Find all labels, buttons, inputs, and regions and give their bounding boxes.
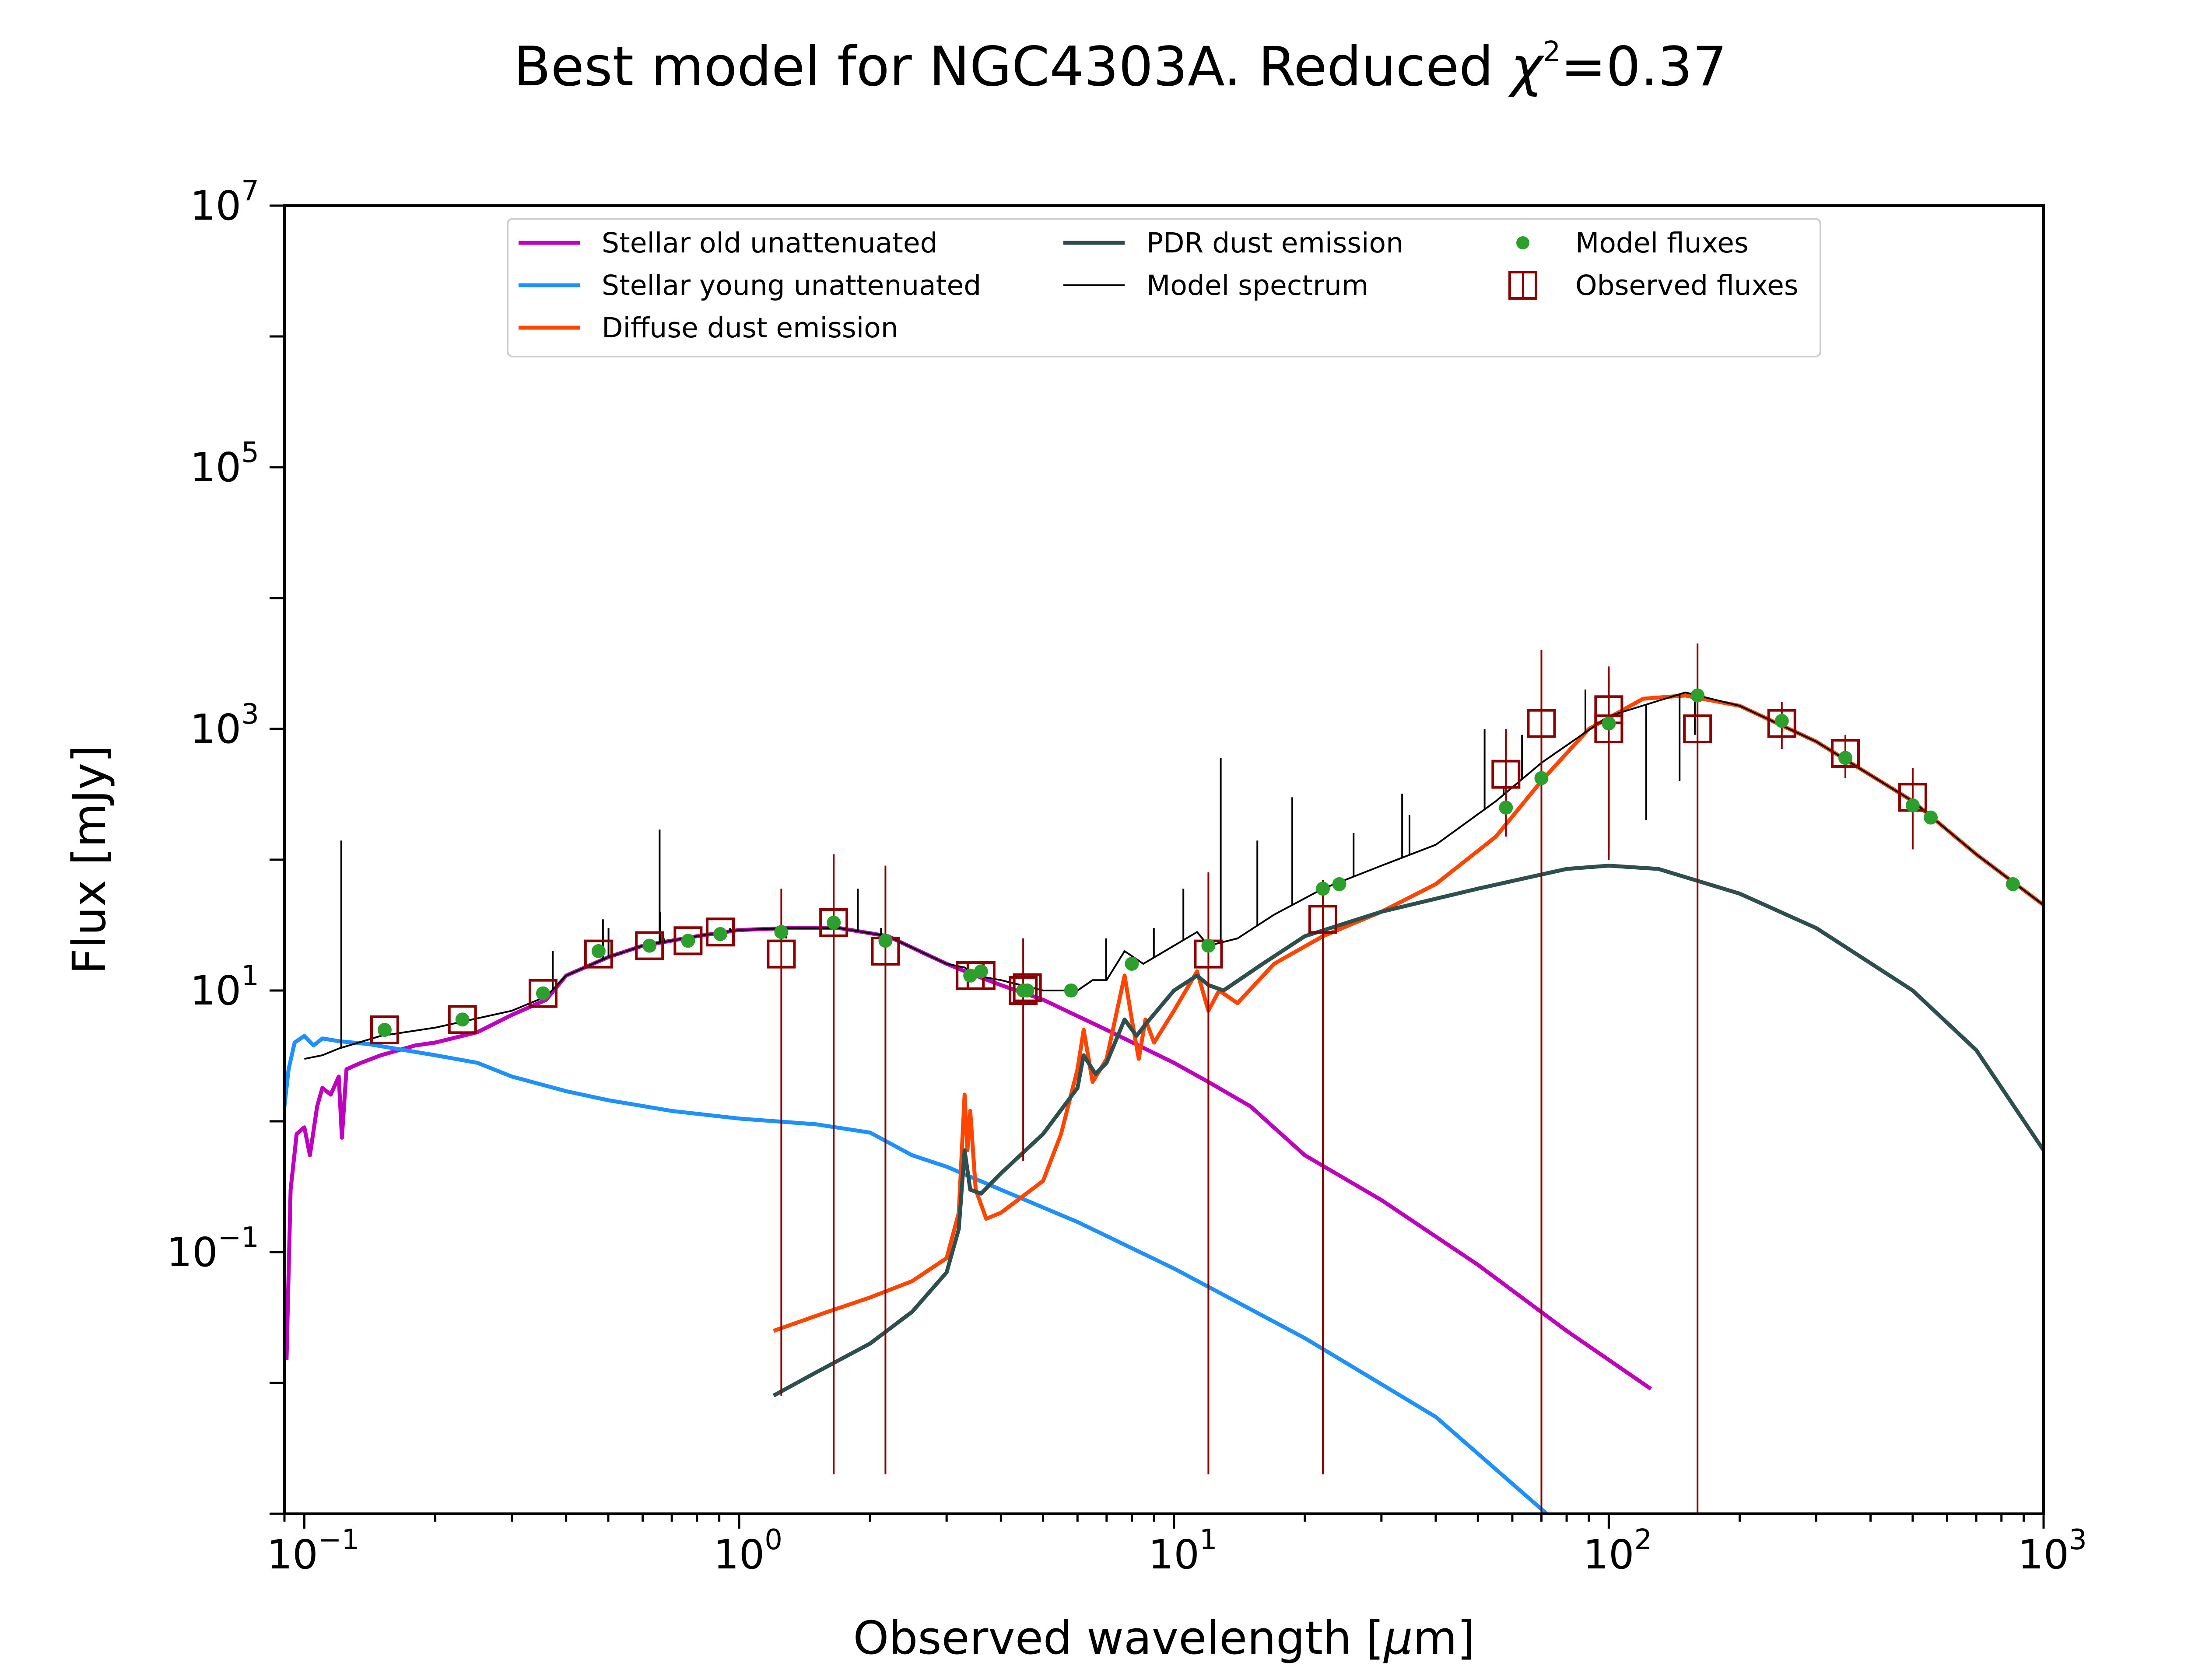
legend-label-observed-fluxes: Observed fluxes [1575, 270, 1799, 301]
model-fluxes-layer [377, 688, 2020, 1037]
model-flux-marker [1064, 984, 1078, 998]
model-flux-marker [713, 927, 728, 942]
model-flux-marker [377, 1023, 392, 1037]
observed-flux-marker [767, 939, 796, 969]
y-tick-label: 103 [190, 698, 259, 752]
observed-flux-marker [448, 1005, 477, 1034]
legend-swatch-model-fluxes [1516, 236, 1529, 249]
model-flux-marker [1905, 798, 1920, 812]
model-flux-marker [963, 968, 978, 983]
legend: Stellar old unattenuated Stellar young un… [507, 218, 1821, 357]
legend-label-pdr-dust-emission: PDR dust emission [1147, 227, 1403, 259]
model-flux-marker [1499, 801, 1513, 815]
x-tick-labels: 10−1 100 101 102 103 [267, 1524, 2087, 1578]
model-flux-marker [1332, 877, 1346, 891]
model-flux-marker [974, 964, 988, 979]
observed-flux-marker [528, 979, 558, 1008]
observed-flux-marker [635, 931, 664, 960]
plot-frame [283, 204, 2045, 1515]
y-tick-label: 10−1 [167, 1222, 259, 1276]
y-tick-label: 105 [190, 437, 259, 491]
observed-flux-marker [1491, 760, 1521, 789]
x-tick-label: 103 [2018, 1524, 2087, 1578]
observed-flux-marker [1308, 905, 1337, 934]
model-flux-marker [1534, 771, 1549, 785]
model-flux-marker [774, 925, 789, 939]
model-flux-marker [536, 986, 550, 1001]
x-tick-label: 102 [1583, 1524, 1652, 1578]
observed-flux-marker [584, 939, 613, 969]
legend-label-stellar-young-unattenuated: Stellar young unattenuated [602, 270, 981, 301]
model-flux-marker [878, 934, 893, 948]
model-flux-marker [1020, 984, 1034, 998]
observed-fluxes-layer [370, 643, 1927, 1514]
x-tick-label: 10−1 [267, 1524, 359, 1578]
observed-flux-marker [673, 926, 703, 956]
model-flux-marker [642, 938, 657, 953]
y-tick-label: 101 [190, 960, 259, 1014]
series-line-stellar-young-unattenuated [284, 1034, 1548, 1514]
model-flux-marker [1774, 714, 1789, 728]
legend-label-model-spectrum: Model spectrum [1147, 270, 1368, 301]
y-axis-label: Flux [mJy] [63, 745, 116, 974]
observed-flux-marker [1009, 976, 1038, 1005]
series-line-diffuse-dust-emission [773, 693, 2044, 1333]
model-flux-marker [1125, 956, 1139, 971]
model-flux-marker [2006, 877, 2020, 891]
model-flux-marker [591, 944, 606, 958]
observed-flux-marker [1527, 709, 1556, 738]
legend-box [507, 218, 1821, 357]
observed-flux-marker [1683, 714, 1712, 743]
observed-flux-marker [706, 917, 735, 947]
observed-flux-marker [819, 908, 849, 937]
model-flux-marker [1201, 938, 1216, 953]
model-flux-marker [1315, 882, 1330, 896]
model-flux-marker [1924, 810, 1938, 825]
model-flux-marker [1838, 751, 1852, 765]
plot-area [284, 643, 2044, 1514]
observed-flux-marker [1013, 973, 1042, 1002]
observed-flux-marker [1767, 709, 1796, 738]
model-flux-marker [1602, 716, 1616, 731]
y-tick-label: 107 [190, 175, 259, 229]
legend-label-model-fluxes: Model fluxes [1575, 227, 1749, 259]
model-flux-marker [455, 1012, 470, 1027]
x-tick-label: 101 [1148, 1524, 1217, 1578]
y-tick-labels: 10−1 101 103 105 107 [167, 175, 259, 1276]
series-line-model-spectrum [304, 691, 2044, 1060]
series-line-stellar-old-unattenuated [284, 926, 1652, 1391]
chart-title: Best model for NGC4303A. Reduced χ2=0.37 [514, 35, 1727, 98]
legend-label-diffuse-dust-emission: Diffuse dust emission [602, 312, 898, 344]
emission-lines-layer [340, 689, 1696, 1048]
model-flux-marker [681, 934, 695, 948]
series-layer [284, 691, 2044, 1514]
x-tick-label: 100 [713, 1524, 782, 1578]
model-flux-marker [1690, 688, 1705, 703]
ticks-layer [270, 204, 2045, 1529]
model-flux-marker [827, 915, 841, 930]
observed-flux-marker [370, 1015, 399, 1045]
observed-flux-marker [1830, 738, 1860, 768]
x-axis-label: Observed wavelength [μm] [853, 1611, 1475, 1665]
legend-label-stellar-old-unattenuated: Stellar old unattenuated [602, 227, 938, 259]
series-line-pdr-dust-emission [772, 864, 2044, 1397]
